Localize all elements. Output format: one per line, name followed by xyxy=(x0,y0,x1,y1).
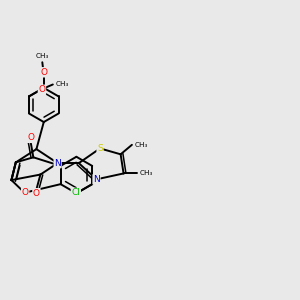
Text: O: O xyxy=(40,68,47,77)
Text: O: O xyxy=(38,85,45,94)
Text: N: N xyxy=(54,159,61,168)
Text: Cl: Cl xyxy=(71,188,80,197)
Text: CH₃: CH₃ xyxy=(139,170,153,176)
Text: CH₃: CH₃ xyxy=(55,81,69,87)
Text: CH₃: CH₃ xyxy=(134,142,148,148)
Text: N: N xyxy=(93,175,100,184)
Text: O: O xyxy=(27,133,34,142)
Text: CH₃: CH₃ xyxy=(36,53,49,59)
Text: O: O xyxy=(33,189,40,198)
Text: O: O xyxy=(22,188,29,197)
Text: S: S xyxy=(97,144,103,153)
